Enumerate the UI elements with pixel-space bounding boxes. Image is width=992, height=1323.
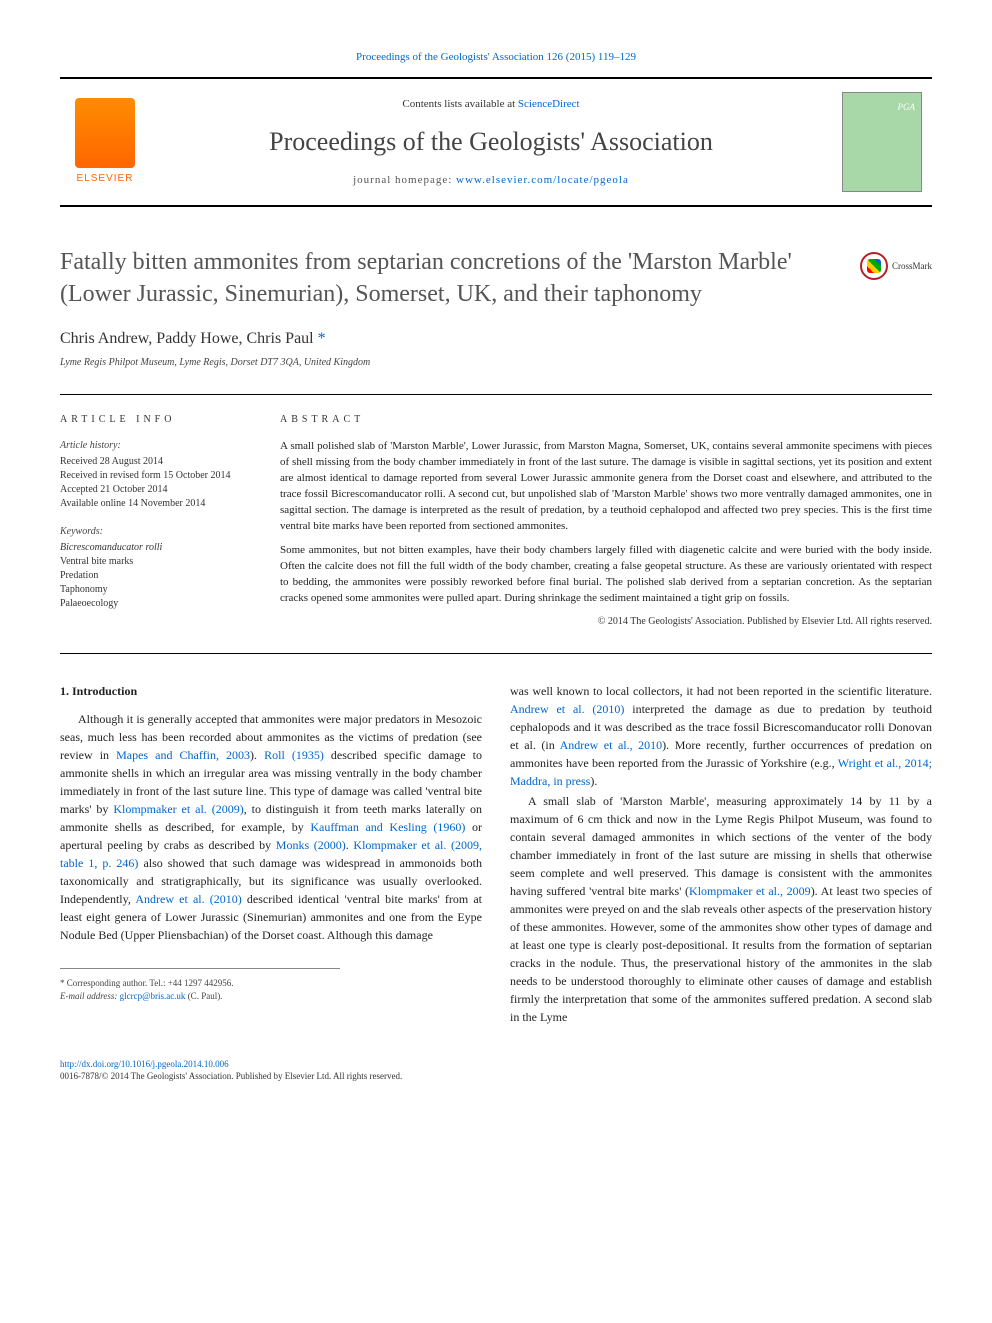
corresponding-footnote: * Corresponding author. Tel.: +44 1297 4… bbox=[60, 968, 340, 1004]
email-label: E-mail address: bbox=[60, 991, 120, 1001]
abstract-para-1: A small polished slab of 'Marston Marble… bbox=[280, 439, 932, 535]
abstract-copyright: © 2014 The Geologists' Association. Publ… bbox=[280, 615, 932, 629]
journal-name: Proceedings of the Geologists' Associati… bbox=[170, 124, 812, 160]
contents-prefix: Contents lists available at bbox=[402, 98, 517, 110]
crossmark-label: CrossMark bbox=[892, 260, 932, 273]
divider bbox=[60, 394, 932, 395]
article-info-column: ARTICLE INFO Article history: Received 2… bbox=[60, 413, 250, 628]
journal-cover-thumbnail[interactable] bbox=[842, 92, 922, 192]
elsevier-logo[interactable]: ELSEVIER bbox=[60, 79, 150, 205]
t: ). bbox=[590, 774, 597, 788]
info-abstract-row: ARTICLE INFO Article history: Received 2… bbox=[60, 413, 932, 628]
top-citation-link[interactable]: Proceedings of the Geologists' Associati… bbox=[356, 51, 636, 63]
issn-copyright: 0016-7878/© 2014 The Geologists' Associa… bbox=[60, 1070, 932, 1083]
ref-link[interactable]: Andrew et al. (2010) bbox=[135, 892, 241, 906]
history-online: Available online 14 November 2014 bbox=[60, 497, 250, 511]
ref-link[interactable]: Kauffman and Kesling (1960) bbox=[310, 820, 465, 834]
article-header: CrossMark Fatally bitten ammonites from … bbox=[60, 247, 932, 370]
homepage-prefix: journal homepage: bbox=[353, 174, 456, 186]
body-para: was well known to local collectors, it h… bbox=[510, 682, 932, 790]
article-title: Fatally bitten ammonites from septarian … bbox=[60, 247, 932, 309]
body-columns: 1. Introduction Although it is generally… bbox=[60, 682, 932, 1028]
t: A small slab of 'Marston Marble', measur… bbox=[510, 794, 932, 898]
ref-link[interactable]: Klompmaker et al. (2009) bbox=[113, 802, 243, 816]
article-info-heading: ARTICLE INFO bbox=[60, 413, 250, 427]
history-label: Article history: bbox=[60, 439, 250, 453]
elsevier-label: ELSEVIER bbox=[77, 172, 134, 186]
ref-link[interactable]: Klompmaker et al., 2009 bbox=[689, 884, 811, 898]
keyword: Taphonomy bbox=[60, 583, 250, 597]
corr-tel: * Corresponding author. Tel.: +44 1297 4… bbox=[60, 977, 340, 991]
journal-masthead: ELSEVIER Contents lists available at Sci… bbox=[60, 77, 932, 207]
keywords-block: Keywords: Bicrescomanducator rolli Ventr… bbox=[60, 525, 250, 611]
ref-link[interactable]: Andrew et al. (2010) bbox=[510, 702, 624, 716]
body-para: A small slab of 'Marston Marble', measur… bbox=[510, 792, 932, 1026]
keyword: Predation bbox=[60, 569, 250, 583]
doi-link[interactable]: http://dx.doi.org/10.1016/j.pgeola.2014.… bbox=[60, 1059, 229, 1069]
homepage-line: journal homepage: www.elsevier.com/locat… bbox=[170, 173, 812, 188]
abstract-column: ABSTRACT A small polished slab of 'Marst… bbox=[280, 413, 932, 628]
body-para: Although it is generally accepted that a… bbox=[60, 710, 482, 944]
ref-link[interactable]: Mapes and Chaffin, 2003 bbox=[116, 748, 250, 762]
section-heading: 1. Introduction bbox=[60, 682, 482, 700]
keyword: Ventral bite marks bbox=[60, 555, 250, 569]
affiliation: Lyme Regis Philpot Museum, Lyme Regis, D… bbox=[60, 356, 932, 370]
abstract-text: A small polished slab of 'Marston Marble… bbox=[280, 439, 932, 606]
abstract-para-2: Some ammonites, but not bitten examples,… bbox=[280, 543, 932, 607]
t: ). bbox=[250, 748, 264, 762]
keyword: Bicrescomanducator rolli bbox=[60, 541, 250, 555]
keywords-label: Keywords: bbox=[60, 525, 250, 539]
t: ). At least two species of ammonites wer… bbox=[510, 884, 932, 1024]
keyword: Palaeoecology bbox=[60, 597, 250, 611]
doi-line: http://dx.doi.org/10.1016/j.pgeola.2014.… bbox=[60, 1058, 932, 1071]
ref-link[interactable]: Andrew et al., 2010 bbox=[560, 738, 663, 752]
ref-link[interactable]: Monks (2000) bbox=[276, 838, 346, 852]
history-revised: Received in revised form 15 October 2014 bbox=[60, 469, 250, 483]
author-names: Chris Andrew, Paddy Howe, Chris Paul bbox=[60, 330, 314, 347]
article-history: Article history: Received 28 August 2014… bbox=[60, 439, 250, 511]
abstract-heading: ABSTRACT bbox=[280, 413, 932, 427]
contents-line: Contents lists available at ScienceDirec… bbox=[170, 97, 812, 112]
history-accepted: Accepted 21 October 2014 bbox=[60, 483, 250, 497]
t: was well known to local collectors, it h… bbox=[510, 684, 932, 698]
top-citation: Proceedings of the Geologists' Associati… bbox=[60, 50, 932, 65]
homepage-link[interactable]: www.elsevier.com/locate/pgeola bbox=[456, 174, 629, 186]
sciencedirect-link[interactable]: ScienceDirect bbox=[518, 98, 580, 110]
body-divider bbox=[60, 653, 932, 654]
crossmark-icon bbox=[860, 252, 888, 280]
history-received: Received 28 August 2014 bbox=[60, 455, 250, 469]
corresponding-marker[interactable]: * bbox=[318, 330, 326, 347]
corr-email-line: E-mail address: glcrcp@bris.ac.uk (C. Pa… bbox=[60, 990, 340, 1004]
elsevier-tree-icon bbox=[75, 98, 135, 168]
masthead-center: Contents lists available at ScienceDirec… bbox=[150, 87, 832, 198]
crossmark-badge[interactable]: CrossMark bbox=[860, 252, 932, 280]
email-link[interactable]: glcrcp@bris.ac.uk bbox=[120, 991, 186, 1001]
authors: Chris Andrew, Paddy Howe, Chris Paul * bbox=[60, 328, 932, 350]
ref-link[interactable]: Roll (1935) bbox=[264, 748, 324, 762]
email-suffix: (C. Paul). bbox=[185, 991, 222, 1001]
